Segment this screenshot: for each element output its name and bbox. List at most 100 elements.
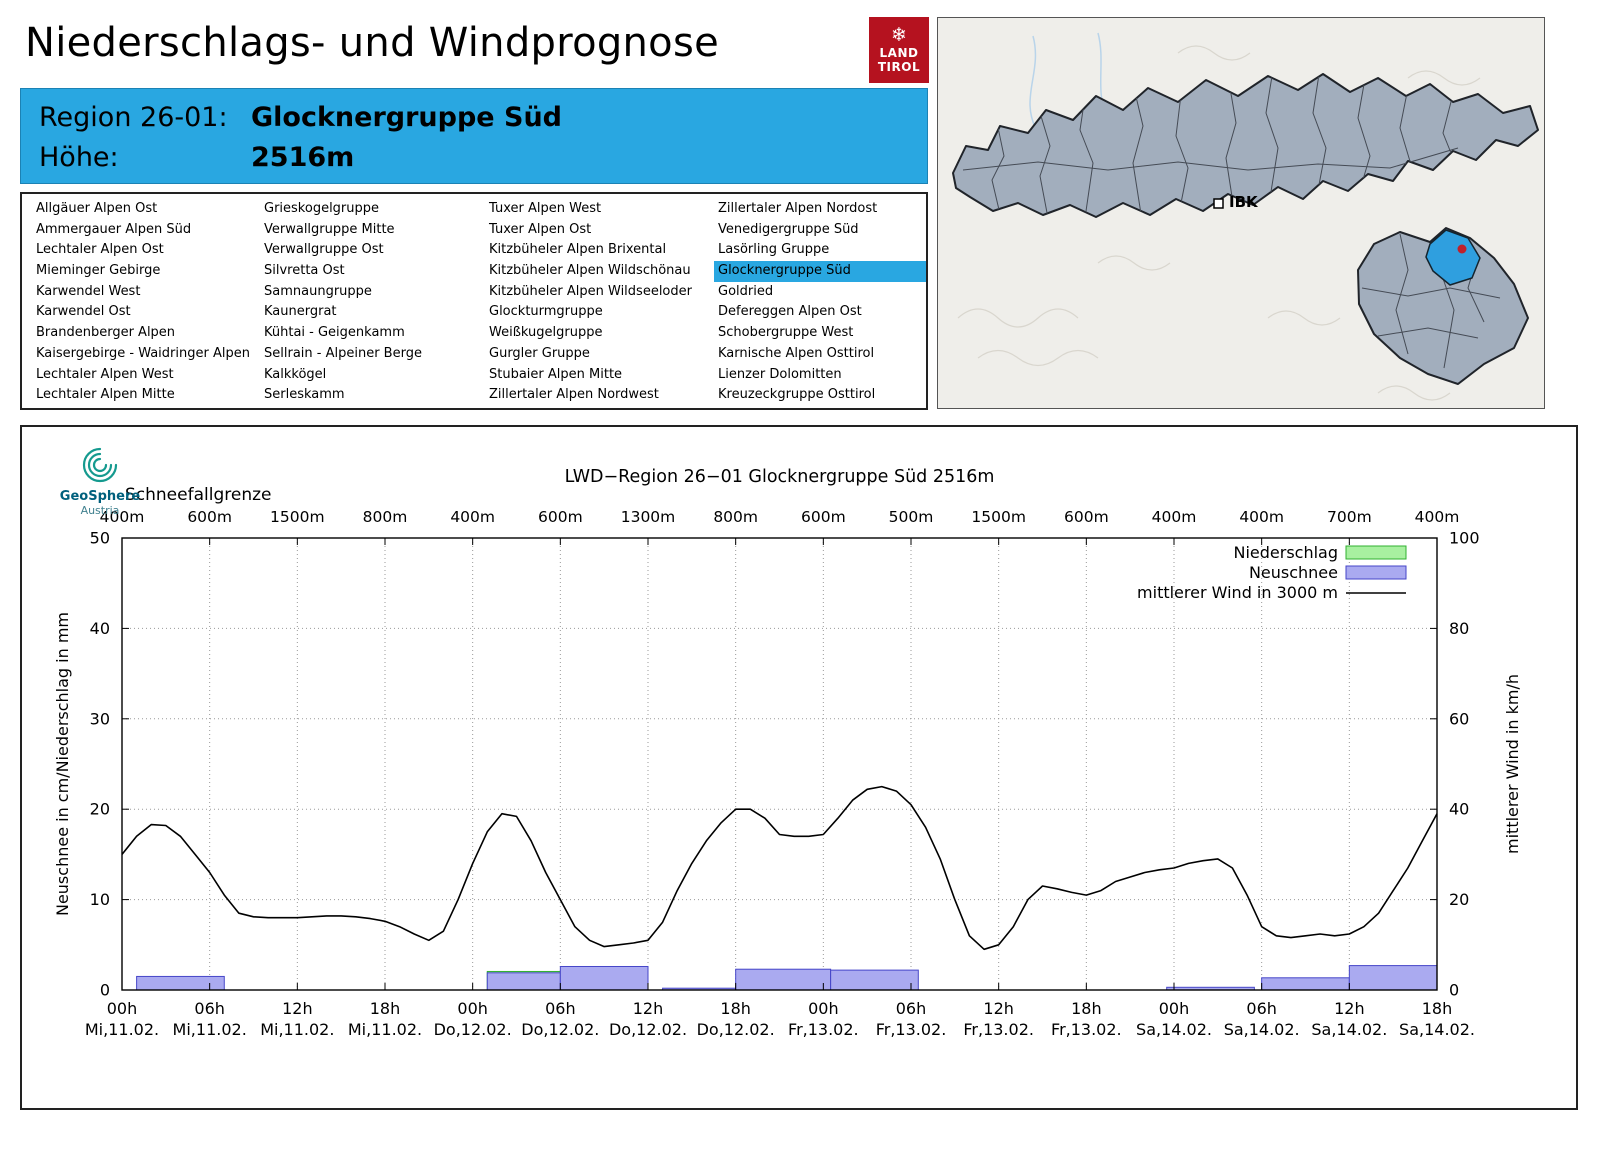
axis-ticks — [121, 537, 1438, 991]
svg-text:Schneefallgrenze: Schneefallgrenze — [125, 485, 271, 505]
region-list-item[interactable]: Allgäuer Alpen Ost — [36, 201, 158, 216]
region-list-item[interactable]: Weißkugelgruppe — [489, 325, 603, 341]
region-list-item[interactable]: Kaunergrat — [264, 304, 337, 320]
region-list-item[interactable]: Karwendel Ost — [36, 304, 131, 320]
region-list-item[interactable]: Glockturmgruppe — [489, 304, 603, 320]
region-list-item[interactable]: Lasörling Gruppe — [718, 242, 830, 258]
svg-text:18h: 18h — [1422, 999, 1453, 1018]
svg-text:40: 40 — [90, 619, 110, 638]
tirol-map: IBK — [937, 17, 1545, 409]
svg-text:20: 20 — [90, 800, 110, 819]
region-list-item[interactable]: Lienzer Dolomitten — [718, 366, 842, 382]
forecast-chart-svg: 0 10 20 30 40 50 0 20 40 60 80 100 00h Mi,11.02. 400m 0… — [53, 467, 1522, 1039]
region-list-item[interactable]: Zillertaler Alpen Nordost — [718, 201, 878, 216]
svg-text:0: 0 — [1449, 981, 1459, 1000]
svg-text:mittlerer Wind in km/h: mittlerer Wind in km/h — [1503, 674, 1522, 854]
region-list-item[interactable]: Tuxer Alpen Ost — [489, 221, 592, 237]
north-tirol-region — [952, 73, 1539, 218]
region-list-item[interactable]: Verwallgruppe Ost — [264, 242, 384, 258]
region-list-item[interactable]: Lechtaler Alpen Mitte — [36, 387, 175, 403]
region-list-item[interactable]: Gurgler Gruppe — [489, 345, 590, 361]
region-list-item[interactable]: Karwendel West — [36, 283, 141, 299]
svg-text:12h: 12h — [983, 999, 1014, 1018]
region-list-item[interactable]: Tuxer Alpen West — [489, 201, 602, 216]
svg-text:1500m: 1500m — [971, 508, 1026, 526]
region-list-item[interactable]: Verwallgruppe Mitte — [264, 221, 395, 237]
logo-text-tirol: TIROL — [877, 60, 921, 75]
svg-text:Do,12.02.: Do,12.02. — [434, 1020, 512, 1039]
page-title: Niederschlags- und Windprognose — [25, 20, 720, 66]
region-list-column: Grieskogelgruppe Verwallgruppe Mitte Verwa… — [260, 199, 485, 406]
region-list-item-selected[interactable]: Glocknergruppe Süd — [714, 261, 926, 282]
geosphere-subtitle: Austria — [80, 504, 120, 517]
svg-text:400m: 400m — [1152, 508, 1197, 526]
svg-text:600m: 600m — [1064, 508, 1109, 526]
svg-text:800m: 800m — [363, 508, 408, 526]
chart-title: LWD−Region 26−01 Glocknergruppe Süd 2516… — [565, 467, 995, 487]
svg-text:18h: 18h — [720, 999, 751, 1018]
svg-text:400m: 400m — [450, 508, 495, 526]
region-list-item[interactable]: Brandenberger Alpen — [36, 325, 176, 341]
svg-text:20: 20 — [1449, 890, 1469, 909]
svg-text:Fr,13.02.: Fr,13.02. — [963, 1020, 1034, 1039]
region-list-item[interactable]: Kitzbüheler Alpen Wildseeloder — [489, 283, 692, 299]
svg-text:00h: 00h — [107, 999, 138, 1018]
region-list-item[interactable]: Schobergruppe West — [718, 325, 854, 341]
svg-text:06h: 06h — [194, 999, 225, 1018]
svg-text:12h: 12h — [282, 999, 313, 1018]
region-list-item[interactable]: Lechtaler Alpen Ost — [36, 242, 164, 258]
region-list-item[interactable]: Silvretta Ost — [264, 263, 345, 279]
selected-region-shape — [1425, 229, 1481, 286]
altitude-value: 2516m — [251, 141, 355, 173]
svg-text:1300m: 1300m — [621, 508, 676, 526]
svg-text:10: 10 — [90, 890, 110, 909]
region-list-item[interactable]: Zillertaler Alpen Nordwest — [489, 387, 659, 403]
region-list-item[interactable]: Stubaier Alpen Mitte — [489, 366, 623, 382]
region-list-item[interactable]: Kühtai - Geigenkamm — [264, 325, 405, 341]
svg-text:Fr,13.02.: Fr,13.02. — [876, 1020, 947, 1039]
region-list-item[interactable]: Venedigergruppe Süd — [718, 221, 859, 237]
svg-text:40: 40 — [1449, 800, 1469, 819]
geosphere-swirl-icon — [82, 447, 118, 483]
svg-text:Sa,14.02.: Sa,14.02. — [1399, 1020, 1475, 1039]
region-list-item[interactable]: Karnische Alpen Osttirol — [718, 345, 875, 361]
neuschnee-bars — [136, 965, 1438, 991]
region-list-item[interactable]: Kitzbüheler Alpen Brixental — [489, 242, 667, 258]
svg-text:100: 100 — [1449, 529, 1480, 548]
east-tirol-region — [1357, 227, 1529, 385]
geosphere-name: GeoSphere — [59, 489, 141, 504]
svg-text:Sa,14.02.: Sa,14.02. — [1311, 1020, 1387, 1039]
region-list-item[interactable]: Kaisergebirge - Waidringer Alpen — [36, 345, 250, 361]
region-list-item[interactable]: Samnaungruppe — [264, 283, 372, 299]
plot-border — [121, 537, 1438, 991]
region-list-item[interactable]: Goldried — [718, 283, 774, 299]
region-list-item[interactable]: Grieskogelgruppe — [264, 201, 380, 216]
region-list-item[interactable]: Kalkkögel — [264, 366, 327, 382]
region-list-item[interactable]: Ammergauer Alpen Süd — [36, 221, 192, 237]
svg-text:80: 80 — [1449, 619, 1469, 638]
region-list-item[interactable]: Sellrain - Alpeiner Berge — [264, 345, 422, 361]
svg-text:Fr,13.02.: Fr,13.02. — [1051, 1020, 1122, 1039]
region-list-item[interactable]: Mieminger Gebirge — [36, 263, 161, 279]
station-dot — [1457, 244, 1467, 254]
region-list-item[interactable]: Defereggen Alpen Ost — [718, 304, 862, 320]
svg-text:Niederschlag: Niederschlag — [1233, 543, 1338, 562]
svg-text:600m: 600m — [801, 508, 846, 526]
svg-text:600m: 600m — [187, 508, 232, 526]
region-list-item[interactable]: Kitzbüheler Alpen Wildschönau — [489, 263, 691, 279]
svg-text:mittlerer Wind in 3000 m: mittlerer Wind in 3000 m — [1137, 583, 1338, 602]
svg-text:50: 50 — [90, 529, 110, 548]
svg-text:400m: 400m — [1239, 508, 1284, 526]
svg-text:12h: 12h — [1334, 999, 1365, 1018]
region-list-item[interactable]: Kreuzeckgruppe Osttirol — [718, 387, 876, 403]
svg-text:18h: 18h — [370, 999, 401, 1018]
region-list: Allgäuer Alpen Ost Ammergauer Alpen Süd Le… — [20, 192, 928, 410]
region-list-item[interactable]: Serleskamm — [264, 387, 345, 403]
svg-text:Do,12.02.: Do,12.02. — [521, 1020, 599, 1039]
svg-text:30: 30 — [90, 709, 110, 728]
gridlines — [122, 538, 1437, 990]
terrain-decoration — [957, 45, 1481, 401]
svg-text:800m: 800m — [713, 508, 758, 526]
region-list-item[interactable]: Lechtaler Alpen West — [36, 366, 174, 382]
